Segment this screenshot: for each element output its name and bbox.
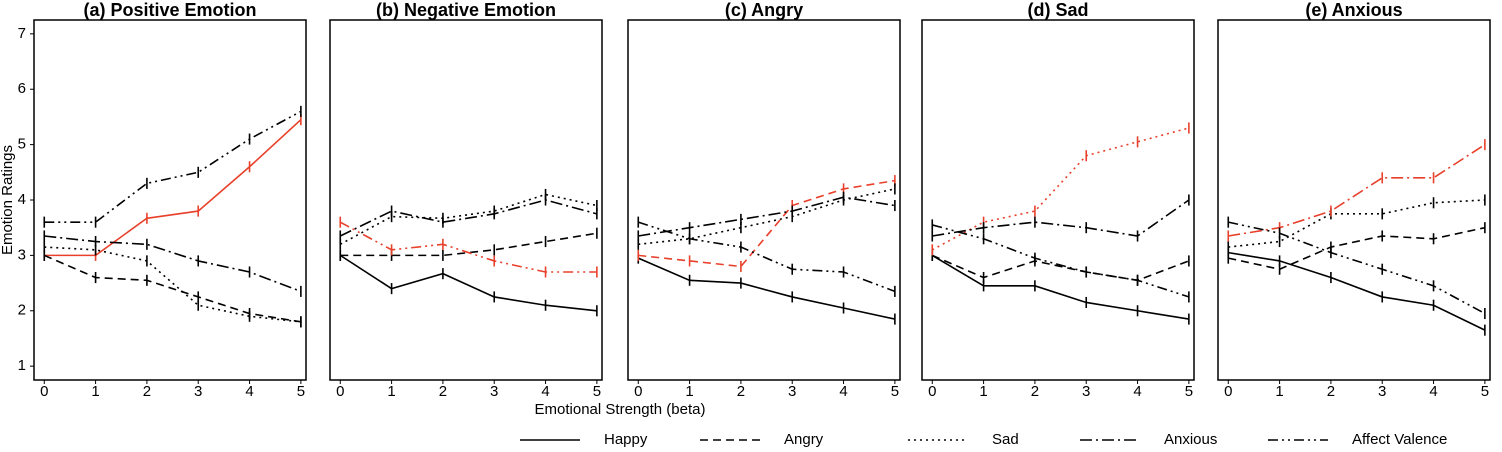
y-tick-label: 2 [18, 302, 26, 319]
panel-frame [1217, 19, 1491, 381]
series-line [638, 196, 895, 237]
panel-title: (e) Anxious [1305, 0, 1402, 20]
legend-label: Happy [604, 431, 648, 448]
x-tick-label: 3 [1082, 383, 1090, 400]
panel-frame [33, 19, 307, 381]
legend-label: Angry [784, 431, 824, 448]
series-line [339, 221, 597, 273]
x-tick-label: 1 [91, 383, 99, 400]
y-tick-label: 6 [18, 80, 26, 97]
x-tick-label: 0 [634, 383, 642, 400]
x-tick-label: 4 [1133, 383, 1141, 400]
legend-label: Sad [992, 431, 1019, 448]
panel-title: (b) Negative Emotion [376, 0, 556, 20]
x-tick-label: 2 [737, 383, 745, 400]
series-line [44, 110, 302, 223]
series-line [638, 188, 896, 246]
x-tick-label: 3 [1378, 383, 1386, 400]
x-tick-label: 0 [40, 383, 48, 400]
series-line [638, 221, 896, 293]
x-tick-label: 5 [297, 383, 305, 400]
series-line [932, 199, 1190, 237]
series-line [339, 199, 598, 237]
x-tick-label: 5 [593, 383, 601, 400]
x-tick-label: 4 [839, 383, 847, 400]
legend-label: Affect Valence [1352, 431, 1447, 448]
legend-label: Anxious [1164, 431, 1217, 448]
y-tick-label: 7 [18, 25, 26, 42]
series-line [931, 254, 1189, 320]
series-line [44, 246, 301, 323]
y-tick-label: 5 [18, 136, 26, 153]
x-tick-label: 3 [490, 383, 498, 400]
x-tick-label: 3 [788, 383, 796, 400]
y-tick-label: 3 [18, 246, 26, 263]
x-tick-label: 0 [928, 383, 936, 400]
x-tick-label: 1 [387, 383, 395, 400]
panel-title: (a) Positive Emotion [83, 0, 256, 20]
series-line [1228, 199, 1485, 248]
x-tick-label: 0 [1224, 383, 1232, 400]
x-tick-label: 2 [439, 383, 447, 400]
panel-frame [329, 19, 603, 381]
x-tick-label: 5 [1185, 383, 1193, 400]
x-tick-label: 5 [891, 383, 899, 400]
y-axis-label: Emotion Ratings [0, 145, 16, 255]
series-line [44, 119, 302, 257]
panel-title: (c) Angry [725, 0, 803, 20]
x-tick-label: 2 [143, 383, 151, 400]
series-line [43, 254, 301, 323]
panel-title: (d) Sad [1028, 0, 1089, 20]
series-line [1228, 226, 1486, 271]
series-line [339, 193, 598, 246]
series-line [638, 179, 895, 268]
x-tick-label: 4 [245, 383, 253, 400]
x-tick-label: 2 [1327, 383, 1335, 400]
x-tick-label: 1 [979, 383, 987, 400]
series-line [1228, 143, 1486, 237]
x-tick-label: 1 [685, 383, 693, 400]
series-line [340, 232, 597, 257]
series-line [1228, 221, 1486, 315]
x-tick-label: 2 [1031, 383, 1039, 400]
series-line [1228, 251, 1486, 331]
panel-frame [921, 19, 1195, 381]
x-tick-label: 4 [541, 383, 549, 400]
x-tick-label: 1 [1275, 383, 1283, 400]
x-tick-label: 0 [336, 383, 344, 400]
panel-frame [627, 19, 901, 381]
x-tick-label: 4 [1429, 383, 1437, 400]
series-line [932, 224, 1190, 298]
x-axis-label: Emotional Strength (beta) [535, 401, 706, 418]
y-tick-label: 1 [18, 357, 26, 374]
series-line [44, 235, 302, 293]
series-line [931, 127, 1190, 251]
x-tick-label: 3 [194, 383, 202, 400]
series-line [931, 254, 1190, 282]
series-line [339, 254, 597, 312]
series-line [637, 257, 896, 320]
y-tick-label: 4 [18, 191, 26, 208]
x-tick-label: 5 [1481, 383, 1489, 400]
